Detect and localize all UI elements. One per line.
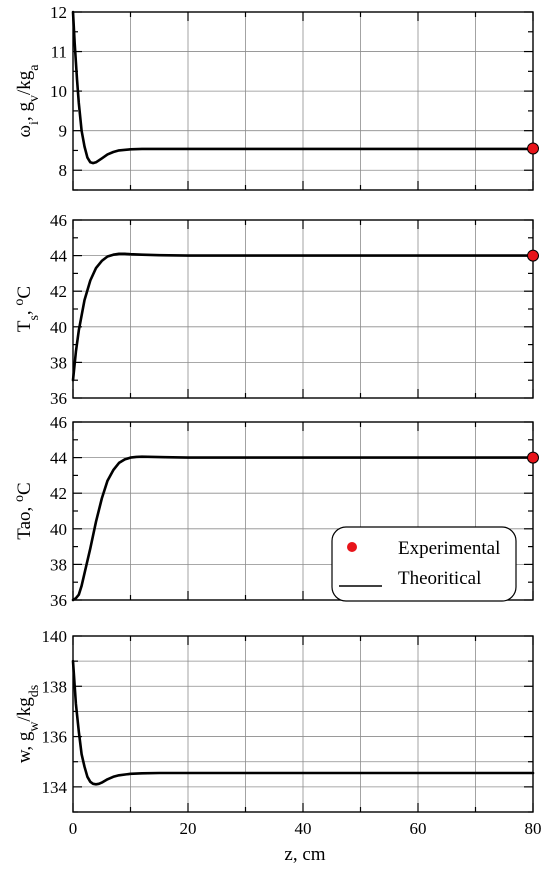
legend: Experimental Theoritical bbox=[331, 526, 517, 602]
y-tick-label: 12 bbox=[50, 3, 67, 22]
y-tick-label: 134 bbox=[42, 778, 68, 797]
y-tick-label: 40 bbox=[50, 318, 67, 337]
chart-panel-2: 36 38 40 42 44 46 Ts, oC bbox=[12, 211, 539, 408]
experimental-point bbox=[527, 451, 539, 464]
y-tick-label: 38 bbox=[50, 555, 67, 574]
legend-box bbox=[331, 526, 517, 602]
y-tick-label: 140 bbox=[42, 627, 68, 646]
y-tick-label: 9 bbox=[59, 122, 68, 141]
experimental-point bbox=[527, 142, 539, 155]
legend-theoretical-label: Theoritical bbox=[398, 568, 481, 589]
y-tick-label: 8 bbox=[59, 161, 68, 180]
y-tick-label: 46 bbox=[50, 211, 67, 230]
x-tick-label: 80 bbox=[525, 819, 542, 838]
chart-panel-4: 134 136 138 140 0 20 40 60 80 w, gw/kgds bbox=[14, 627, 542, 838]
y-tick-label: 40 bbox=[50, 520, 67, 539]
y-tick-label: 42 bbox=[50, 484, 67, 503]
y-tick-label: 11 bbox=[51, 43, 67, 62]
y-tick-label: 44 bbox=[50, 449, 68, 468]
y-axis-label: w, gw/kgds bbox=[14, 685, 42, 763]
x-tick-label: 0 bbox=[69, 819, 78, 838]
theoretical-line bbox=[71, 455, 535, 602]
y-tick-label: 36 bbox=[50, 389, 67, 408]
theoretical-line bbox=[71, 659, 535, 786]
y-tick-label: 38 bbox=[50, 353, 67, 372]
x-tick-label: 20 bbox=[180, 819, 197, 838]
x-tick-label: 60 bbox=[410, 819, 427, 838]
theoretical-line bbox=[71, 252, 535, 382]
y-axis-label: Ts, oC bbox=[12, 286, 42, 332]
experimental-point bbox=[527, 249, 539, 262]
y-tick-label: 46 bbox=[50, 413, 67, 432]
x-axis-label: z, cm bbox=[284, 844, 325, 865]
y-axis-label: ωi, gv/kga bbox=[14, 64, 42, 138]
y-tick-label: 138 bbox=[42, 677, 68, 696]
x-tick-label: 40 bbox=[295, 819, 312, 838]
chart-panel-3: 36 38 40 42 44 46 Tao, oC bbox=[12, 413, 539, 610]
legend-experimental-label: Experimental bbox=[398, 538, 500, 559]
y-tick-label: 44 bbox=[50, 247, 68, 266]
y-tick-label: 42 bbox=[50, 282, 67, 301]
y-tick-label: 136 bbox=[42, 728, 68, 747]
legend-experimental-marker bbox=[347, 542, 357, 552]
y-tick-label: 10 bbox=[50, 82, 67, 101]
y-axis-label: Tao, oC bbox=[12, 482, 36, 539]
theoretical-line bbox=[71, 10, 535, 165]
y-tick-label: 36 bbox=[50, 591, 67, 610]
chart-panel-1: 8 9 10 11 12 ωi, gv/kga bbox=[14, 3, 539, 191]
chart-panels: 8 9 10 11 12 ωi, gv/kga 36 38 40 42 44 46 Ts, oC 36 38… bbox=[12, 3, 542, 838]
